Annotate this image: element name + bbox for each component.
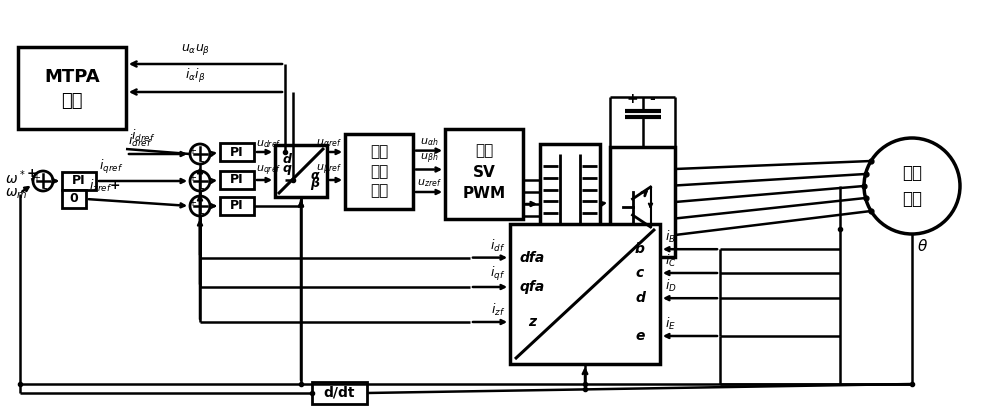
Bar [220,143,254,161]
Text: -: - [650,92,655,106]
Text: -: - [200,207,204,220]
Bar [540,144,600,264]
Bar [275,145,327,197]
Text: $u_{qref}$: $u_{qref}$ [256,163,282,178]
Text: PI: PI [72,174,86,187]
Text: 模块: 模块 [61,92,83,110]
Text: $i_D$: $i_D$ [665,278,677,294]
Bar [510,224,660,364]
Text: $\omega_m$: $\omega_m$ [5,187,27,201]
Text: $u_{dref}$: $u_{dref}$ [256,138,282,150]
Text: $i_B$: $i_B$ [665,229,676,245]
Text: d/dt: d/dt [324,386,355,400]
Text: 注入: 注入 [370,164,388,179]
Text: MTPA: MTPA [44,67,100,85]
Text: $u_{\beta h}$: $u_{\beta h}$ [420,152,438,166]
Bar [445,129,523,219]
Bar [220,171,254,189]
Text: 信号: 信号 [370,145,388,160]
Circle shape [33,171,53,191]
Text: $i_\alpha i_\beta$: $i_\alpha i_\beta$ [185,67,206,85]
Text: $i_{zref}$+: $i_{zref}$+ [89,178,121,194]
Text: PI: PI [230,199,244,212]
Text: z: z [528,315,536,329]
Text: $i_{zf}$: $i_{zf}$ [491,302,505,318]
Bar [345,134,413,209]
Bar [62,190,86,208]
Text: +: + [188,146,196,156]
Text: d: d [635,291,645,305]
Text: $u_{\beta ref}$: $u_{\beta ref}$ [316,163,342,177]
Text: $\theta$: $\theta$ [917,238,928,254]
Text: $i_{qf}$: $i_{qf}$ [490,265,505,283]
Text: +: + [188,198,196,208]
Text: 五相: 五相 [902,164,922,182]
Text: +: + [27,168,38,181]
Text: 电机: 电机 [902,190,922,208]
Text: -: - [43,183,47,196]
Text: SV: SV [473,165,495,180]
Text: 模块: 模块 [370,184,388,199]
Text: d: d [283,153,292,166]
Text: e: e [635,329,645,343]
Text: b: b [635,242,645,256]
Text: PI: PI [230,145,244,158]
Bar [312,382,367,404]
Text: $u_\alpha u_\beta$: $u_\alpha u_\beta$ [181,42,210,57]
Text: -: - [200,155,204,168]
Text: 容错: 容错 [475,143,493,158]
Bar [220,197,254,215]
Text: PI: PI [230,173,244,186]
Text: q: q [283,162,292,175]
Text: $i_C$: $i_C$ [665,253,677,269]
Text: +: + [188,173,196,183]
Text: -: - [200,183,204,196]
Circle shape [864,138,960,234]
Bar [18,47,126,129]
Circle shape [190,144,210,164]
Text: +: + [627,92,638,106]
Text: $i_{df}$: $i_{df}$ [490,238,505,253]
Bar [610,147,675,257]
Text: β: β [310,178,320,191]
Text: α: α [311,169,319,182]
Text: 0: 0 [70,192,78,205]
Bar [62,172,96,190]
Text: $i_{qref}$: $i_{qref}$ [99,158,123,176]
Circle shape [190,171,210,191]
Text: $i_{dref}$: $i_{dref}$ [131,128,155,144]
Text: $u_{zref}$: $u_{zref}$ [417,177,441,189]
Text: +: + [32,173,40,183]
Text: $i_E$: $i_E$ [665,316,676,332]
Text: dfa: dfa [519,251,545,265]
Text: c: c [636,266,644,280]
Text: $i_{dref}$: $i_{dref}$ [128,133,152,149]
Text: qfa: qfa [519,280,545,294]
Text: $u_{\alpha ref}$: $u_{\alpha ref}$ [316,137,342,149]
Text: PWM: PWM [462,186,506,201]
Text: $\omega^*$: $\omega^*$ [5,169,26,187]
Circle shape [190,196,210,216]
Text: $u_{\alpha h}$: $u_{\alpha h}$ [420,136,438,147]
